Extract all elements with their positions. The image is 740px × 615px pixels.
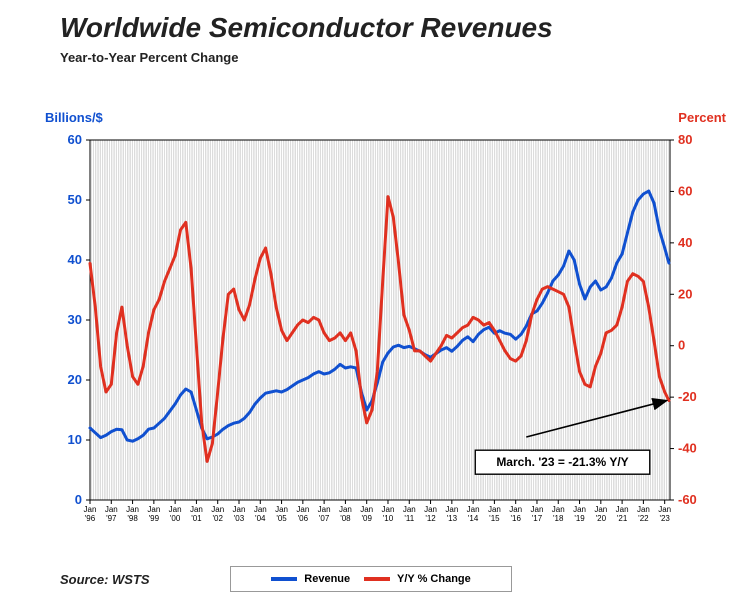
- x-tick: Jan: [424, 505, 437, 514]
- legend-item-yoy: Y/Y % Change: [364, 573, 471, 585]
- y-left-tick: 30: [68, 312, 82, 327]
- chart-legend: Revenue Y/Y % Change: [230, 566, 512, 592]
- x-tick: '21: [617, 514, 628, 523]
- x-tick: '02: [212, 514, 223, 523]
- x-tick: Jan: [84, 505, 97, 514]
- x-tick: Jan: [637, 505, 650, 514]
- x-tick: '16: [510, 514, 521, 523]
- x-tick: '08: [340, 514, 351, 523]
- x-tick: Jan: [360, 505, 373, 514]
- x-tick: Jan: [275, 505, 288, 514]
- x-tick: '01: [191, 514, 202, 523]
- x-tick: Jan: [339, 505, 352, 514]
- x-tick: Jan: [233, 505, 246, 514]
- x-tick: Jan: [616, 505, 629, 514]
- x-tick: '18: [553, 514, 564, 523]
- y-right-tick: 40: [678, 235, 692, 250]
- x-tick: Jan: [296, 505, 309, 514]
- y-left-tick: 20: [68, 372, 82, 387]
- legend-swatch-yoy: [364, 577, 390, 581]
- x-tick: Jan: [318, 505, 331, 514]
- x-tick: '98: [127, 514, 138, 523]
- y-right-tick: 60: [678, 183, 692, 198]
- x-tick: '03: [234, 514, 245, 523]
- x-tick: '17: [532, 514, 543, 523]
- x-tick: '00: [170, 514, 181, 523]
- y-left-tick: 50: [68, 192, 82, 207]
- x-tick: '11: [404, 514, 414, 523]
- x-tick: Jan: [488, 505, 501, 514]
- x-tick: Jan: [126, 505, 139, 514]
- source-text: Source: WSTS: [60, 572, 150, 587]
- x-tick: '07: [319, 514, 330, 523]
- x-tick: '06: [298, 514, 309, 523]
- x-tick: '19: [574, 514, 585, 523]
- legend-label-revenue: Revenue: [304, 573, 350, 585]
- x-tick: Jan: [382, 505, 395, 514]
- x-tick: Jan: [552, 505, 565, 514]
- x-tick: Jan: [658, 505, 671, 514]
- x-tick: Jan: [403, 505, 416, 514]
- x-tick: '13: [447, 514, 458, 523]
- x-tick: Jan: [254, 505, 267, 514]
- chart-subtitle: Year-to-Year Percent Change: [60, 50, 238, 65]
- x-tick: Jan: [531, 505, 544, 514]
- y-right-tick: -40: [678, 441, 697, 456]
- x-tick: '99: [149, 514, 160, 523]
- x-tick: '10: [383, 514, 394, 523]
- y-right-tick: 0: [678, 338, 685, 353]
- x-tick: Jan: [594, 505, 607, 514]
- y-right-tick: 20: [678, 286, 692, 301]
- dual-line-chart: 0102030405060-60-40-20020406080Jan'96Jan…: [45, 130, 705, 530]
- x-tick: Jan: [169, 505, 182, 514]
- x-tick: '97: [106, 514, 117, 523]
- y-left-tick: 40: [68, 252, 82, 267]
- x-tick: '05: [276, 514, 287, 523]
- legend-label-yoy: Y/Y % Change: [397, 573, 471, 585]
- y-right-tick: 80: [678, 132, 692, 147]
- x-tick: '96: [85, 514, 96, 523]
- y-right-tick: -60: [678, 492, 697, 507]
- y-left-tick: 0: [75, 492, 82, 507]
- legend-item-revenue: Revenue: [271, 573, 350, 585]
- legend-swatch-revenue: [271, 577, 297, 581]
- y-left-tick: 60: [68, 132, 82, 147]
- x-tick: Jan: [573, 505, 586, 514]
- chart-title: Worldwide Semiconductor Revenues: [60, 12, 553, 44]
- y-right-tick: -20: [678, 389, 697, 404]
- x-tick: Jan: [467, 505, 480, 514]
- x-tick: Jan: [445, 505, 458, 514]
- x-tick: Jan: [147, 505, 160, 514]
- x-tick: Jan: [190, 505, 203, 514]
- y-left-tick: 10: [68, 432, 82, 447]
- x-tick: '20: [596, 514, 607, 523]
- x-tick: '04: [255, 514, 266, 523]
- annotation-text: March. '23 = -21.3% Y/Y: [496, 455, 628, 469]
- y-axis-left-label: Billions/$: [45, 110, 103, 125]
- x-tick: '12: [425, 514, 436, 523]
- x-tick: '14: [468, 514, 479, 523]
- x-tick: '15: [489, 514, 500, 523]
- x-tick: Jan: [509, 505, 522, 514]
- x-tick: '09: [361, 514, 372, 523]
- y-axis-right-label: Percent: [678, 110, 726, 125]
- x-tick: '23: [659, 514, 670, 523]
- x-tick: Jan: [105, 505, 118, 514]
- x-tick: '22: [638, 514, 649, 523]
- x-tick: Jan: [211, 505, 224, 514]
